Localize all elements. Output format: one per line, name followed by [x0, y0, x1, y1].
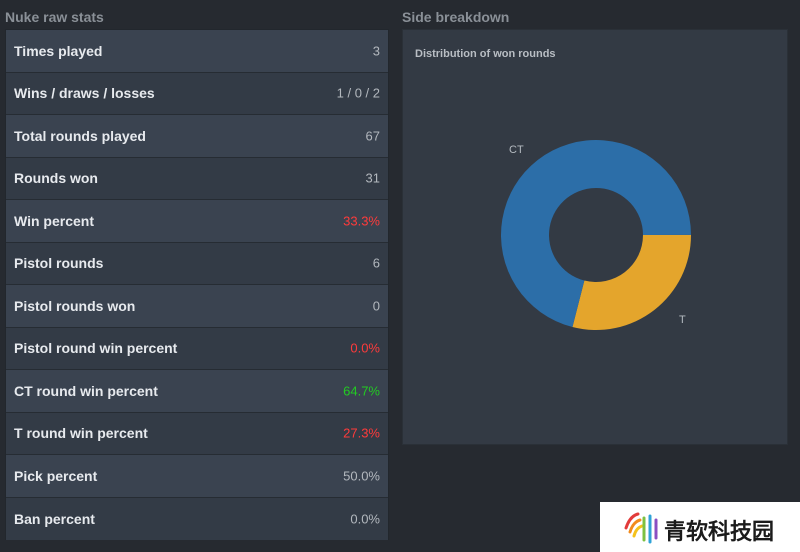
- stats-row: Ban percent 0.0%: [6, 497, 388, 540]
- stats-row: Pistol rounds 6: [6, 242, 388, 285]
- stat-value: 33.3%: [343, 213, 380, 229]
- watermark: 青软科技园: [600, 502, 800, 552]
- stat-value: 64.7%: [343, 383, 380, 399]
- stat-label: Times played: [14, 42, 103, 59]
- stat-value: 50.0%: [343, 468, 380, 484]
- stats-row: CT round win percent 64.7%: [6, 370, 388, 413]
- stats-row: Pistol rounds won 0: [6, 285, 388, 328]
- stat-label: Total rounds played: [14, 127, 146, 144]
- stat-label: Pistol round win percent: [14, 340, 178, 357]
- stat-value: 0.0%: [350, 340, 380, 356]
- stats-table: Times played 3 Wins / draws / losses 1 / 0 …: [5, 29, 389, 540]
- stat-value: 27.3%: [343, 425, 380, 441]
- donut-chart: T CT: [501, 140, 691, 330]
- stats-row: Wins / draws / losses 1 / 0 / 2: [6, 72, 388, 115]
- side-breakdown-panel: Distribution of won rounds T CT: [402, 29, 788, 445]
- stat-label: Pick percent: [14, 467, 98, 484]
- chart-title: Distribution of won rounds: [415, 48, 556, 60]
- stat-label: Win percent: [14, 212, 94, 229]
- stats-row: Pistol round win percent 0.0%: [6, 327, 388, 370]
- slice-label-t: T: [679, 314, 686, 326]
- stat-label: Pistol rounds: [14, 255, 104, 272]
- stat-label: Ban percent: [14, 510, 95, 527]
- stat-value: 31: [365, 170, 380, 186]
- stat-label: Rounds won: [14, 170, 98, 187]
- stat-label: Wins / draws / losses: [14, 85, 155, 102]
- donut-slice-t[interactable]: [572, 234, 691, 330]
- stat-value: 0: [372, 298, 380, 314]
- stat-label: Pistol rounds won: [14, 297, 136, 314]
- stats-row: Times played 3: [6, 30, 388, 73]
- stat-value: 0.0%: [350, 511, 380, 527]
- stats-row: Total rounds played 67: [6, 115, 388, 158]
- watermark-text: 青软科技园: [664, 520, 775, 545]
- stat-label: T round win percent: [14, 425, 148, 442]
- sound-wave-logo-icon: [624, 512, 658, 544]
- breakdown-section-title: Side breakdown: [402, 9, 510, 25]
- stats-row: Win percent 33.3%: [6, 200, 388, 243]
- stats-row: T round win percent 27.3%: [6, 412, 388, 455]
- donut-slice-ct[interactable]: [501, 140, 691, 328]
- slice-label-ct: CT: [509, 144, 524, 156]
- stat-value: 6: [372, 255, 380, 271]
- stat-value: 3: [372, 43, 380, 59]
- stat-label: CT round win percent: [14, 382, 158, 399]
- stats-row: Rounds won 31: [6, 157, 388, 200]
- stats-row: Pick percent 50.0%: [6, 455, 388, 498]
- stat-value: 67: [365, 128, 380, 144]
- stat-value: 1 / 0 / 2: [336, 85, 380, 101]
- stats-section-title: Nuke raw stats: [5, 9, 104, 25]
